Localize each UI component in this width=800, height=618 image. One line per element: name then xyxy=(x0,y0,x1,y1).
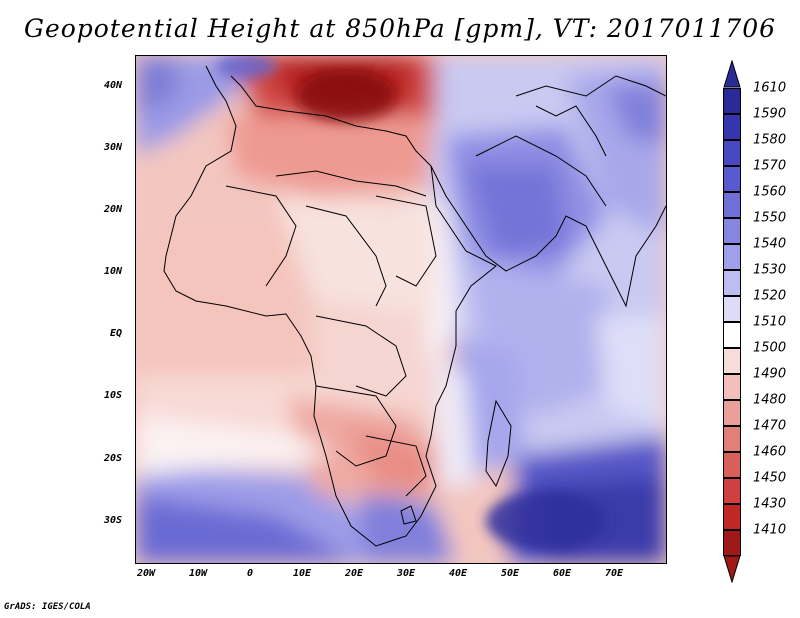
geopotential-field xyxy=(136,56,666,563)
lon-label-60e: 60E xyxy=(552,568,572,579)
lat-label-20s: 20S xyxy=(103,453,122,464)
colorbar-swatch xyxy=(723,530,741,556)
lat-label-30n: 30N xyxy=(103,142,122,153)
colorbar-label: 1470 xyxy=(753,418,787,434)
colorbar-swatch xyxy=(723,452,741,478)
colorbar-label: 1570 xyxy=(753,158,787,174)
lat-label-30s: 30S xyxy=(103,515,122,526)
lon-label-20e: 20E xyxy=(344,568,364,579)
lat-label-10n: 10N xyxy=(103,266,122,277)
colorbar-label: 1510 xyxy=(753,314,787,330)
colorbar-label: 1580 xyxy=(753,132,787,148)
colorbar-swatch xyxy=(723,322,741,348)
lat-label-40n: 40N xyxy=(103,80,122,91)
colorbar-swatch xyxy=(723,166,741,192)
colorbar-label: 1530 xyxy=(753,262,787,278)
lat-label-10s: 10S xyxy=(103,390,122,401)
chart-title: Geopotential Height at 850hPa [gpm], VT:… xyxy=(23,14,777,43)
colorbar-label: 1410 xyxy=(753,522,787,538)
lon-label-40e: 40E xyxy=(448,568,468,579)
colorbar-swatch xyxy=(723,88,741,114)
colorbar-swatch xyxy=(723,244,741,270)
coastlines xyxy=(163,65,666,547)
colorbar-swatch xyxy=(723,374,741,400)
colorbar-label: 1610 xyxy=(753,80,787,96)
colorbar-label: 1590 xyxy=(753,106,787,122)
colorbar-swatch xyxy=(723,192,741,218)
lon-label-0: 0 xyxy=(246,568,254,579)
colorbar-label: 1540 xyxy=(753,236,787,252)
colorbar-label: 1500 xyxy=(753,340,787,356)
lon-label-20w: 20W xyxy=(136,568,156,579)
colorbar-label: 1450 xyxy=(753,470,787,486)
lon-label-50e: 50E xyxy=(500,568,520,579)
colorbar-label: 1550 xyxy=(753,210,787,226)
colorbar-label: 1460 xyxy=(753,444,787,460)
colorbar-label: 1560 xyxy=(753,184,787,200)
colorbar-swatch xyxy=(723,140,741,166)
lon-label-10w: 10W xyxy=(188,568,208,579)
colorbar-label: 1490 xyxy=(753,366,787,382)
colorbar-swatch xyxy=(723,426,741,452)
colorbar-label: 1520 xyxy=(753,288,787,304)
lon-label-70e: 70E xyxy=(604,568,624,579)
colorbar-top-arrow xyxy=(723,60,741,88)
colorbar-swatch xyxy=(723,270,741,296)
colorbar-swatch xyxy=(723,114,741,140)
colorbar-swatch xyxy=(723,400,741,426)
lat-label-20n: 20N xyxy=(103,204,122,215)
lon-label-30e: 30E xyxy=(396,568,416,579)
colorbar-label: 1430 xyxy=(753,496,787,512)
colorbar-swatch xyxy=(723,504,741,530)
lon-label-10e: 10E xyxy=(292,568,312,579)
colorbar-bottom-arrow xyxy=(723,555,741,583)
lat-label-eq: EQ xyxy=(109,328,122,339)
colorbar-swatch xyxy=(723,348,741,374)
grads-credit: GrADS: IGES/COLA xyxy=(4,602,91,612)
colorbar-swatch xyxy=(723,296,741,322)
colorbar-label: 1480 xyxy=(753,392,787,408)
colorbar-swatch xyxy=(723,478,741,504)
colorbar-swatch xyxy=(723,218,741,244)
map-panel xyxy=(135,55,667,564)
